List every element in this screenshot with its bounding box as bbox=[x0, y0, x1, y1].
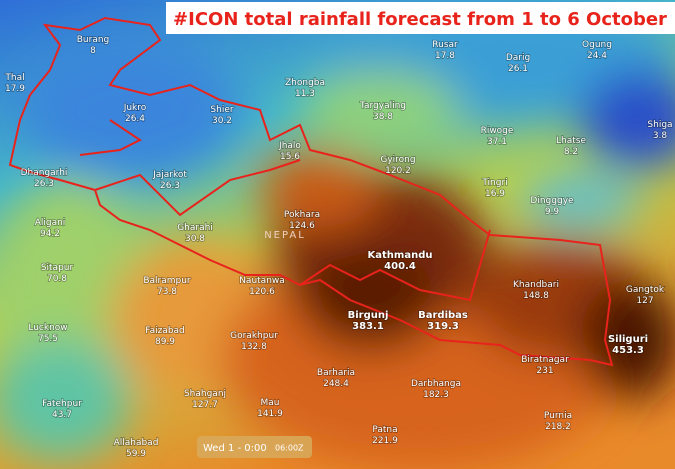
place-name: Barharia bbox=[317, 368, 355, 378]
place-name: Thal bbox=[4, 73, 24, 83]
place-name: Faizabad bbox=[145, 326, 185, 336]
place-name: Pokhara bbox=[284, 210, 320, 220]
place-value: 26.1 bbox=[508, 64, 528, 74]
place-name: Siliguri bbox=[608, 334, 648, 345]
title: #ICON total rainfall forecast from 1 to … bbox=[173, 9, 667, 30]
title-box bbox=[166, 2, 675, 34]
place-name: Balrampur bbox=[143, 276, 191, 286]
place-value: 8.2 bbox=[564, 147, 578, 157]
place-name: Gyirong bbox=[380, 155, 415, 165]
timestamp-label: Wed 1 - 0:00 bbox=[203, 443, 267, 454]
place-value: 182.3 bbox=[423, 390, 449, 400]
place-value: 11.3 bbox=[295, 89, 315, 99]
place-value: 26.3 bbox=[34, 179, 54, 189]
place-name: Khandbari bbox=[513, 280, 559, 290]
place-value: 26.3 bbox=[160, 181, 180, 191]
place-name: Burang bbox=[77, 35, 110, 45]
place-value: 127 bbox=[636, 296, 653, 306]
place-name: Allahabad bbox=[114, 438, 159, 448]
place-value: 383.1 bbox=[352, 321, 384, 332]
place-value: 8 bbox=[90, 46, 96, 56]
place-name: Targyaling bbox=[359, 101, 406, 111]
place-value: 89.9 bbox=[155, 337, 175, 347]
place-value: 120.2 bbox=[385, 166, 411, 176]
timestamp-time: 06:00Z bbox=[275, 444, 304, 453]
place-name: Ogung bbox=[582, 40, 612, 50]
place-value: 16.9 bbox=[485, 189, 505, 199]
place-name: Gharahi bbox=[177, 223, 213, 233]
place-name: Biratnagar bbox=[521, 355, 569, 365]
place-name: Kathmandu bbox=[368, 250, 433, 261]
place-name: Lucknow bbox=[28, 323, 67, 333]
place-name: Zhongba bbox=[285, 78, 325, 88]
place-name: Riwoge bbox=[481, 126, 514, 136]
place-value: 94.2 bbox=[40, 229, 60, 239]
place-name: Jukro bbox=[123, 103, 147, 113]
place-value: 3.8 bbox=[653, 131, 668, 141]
place-name: Fatehpur bbox=[42, 399, 82, 409]
place-value: 70.8 bbox=[47, 274, 67, 284]
place-value: 15.6 bbox=[280, 152, 300, 162]
place-value: 132.8 bbox=[241, 342, 267, 352]
place-name: Shahganj bbox=[184, 389, 226, 399]
place-value: 221.9 bbox=[372, 436, 398, 446]
place-value: 73.8 bbox=[157, 287, 177, 297]
place-value: 26.4 bbox=[125, 114, 145, 124]
place-value: 453.3 bbox=[612, 345, 644, 356]
place-value: 141.9 bbox=[257, 409, 283, 419]
place-value: 30.2 bbox=[212, 116, 232, 126]
place-value: 218.2 bbox=[545, 422, 571, 432]
place-name: Dingggye bbox=[530, 196, 574, 206]
place-value: 38.8 bbox=[373, 112, 393, 122]
place-name: Tingri bbox=[481, 178, 507, 188]
place-name: Rusar bbox=[432, 40, 458, 50]
borders bbox=[8, 16, 614, 367]
place-value: 127.7 bbox=[192, 400, 218, 410]
place-value: 120.6 bbox=[249, 287, 275, 297]
place-name: Nautanwa bbox=[239, 276, 285, 286]
place-name: Gangtok bbox=[626, 285, 665, 295]
place-name: Dhangarhi bbox=[21, 168, 68, 178]
place-value: 248.4 bbox=[323, 379, 349, 389]
place-name: Purnia bbox=[544, 411, 572, 421]
place-value: 17.8 bbox=[435, 51, 455, 61]
place-name: Sitapur bbox=[41, 263, 74, 273]
place-value: 148.8 bbox=[523, 291, 549, 301]
place-name: Darbhanga bbox=[411, 379, 461, 389]
place-name: Aligani bbox=[35, 218, 66, 228]
place-value: 231 bbox=[536, 366, 553, 376]
place-name: Patna bbox=[372, 425, 397, 435]
country-label: NEPAL bbox=[264, 230, 306, 241]
place-value: 43.7 bbox=[52, 410, 72, 420]
place-name: Jhalo bbox=[278, 141, 301, 151]
place-value: 30.8 bbox=[185, 234, 205, 244]
place-name: Bardibas bbox=[418, 310, 468, 321]
place-name: Darig bbox=[506, 53, 530, 63]
place-name: Lhatse bbox=[556, 136, 586, 146]
place-value: 319.3 bbox=[427, 321, 459, 332]
place-value: 75.5 bbox=[38, 334, 58, 344]
timestamp-box bbox=[197, 436, 312, 458]
place-name: Shiga bbox=[647, 120, 672, 130]
place-name: Gorakhpur bbox=[230, 331, 278, 341]
place-name: Mau bbox=[261, 398, 280, 408]
place-name: Shier bbox=[210, 105, 233, 115]
place-value: 9.9 bbox=[545, 207, 560, 217]
place-value: 24.4 bbox=[587, 51, 607, 61]
place-value: 124.6 bbox=[289, 221, 315, 231]
place-value: 17.9 bbox=[5, 84, 25, 94]
place-name: Birgunj bbox=[348, 310, 389, 321]
place-value: 400.4 bbox=[384, 261, 416, 272]
place-value: 37.1 bbox=[487, 137, 507, 147]
place-name: Jajarkot bbox=[152, 170, 187, 180]
place-value: 59.9 bbox=[126, 449, 146, 459]
